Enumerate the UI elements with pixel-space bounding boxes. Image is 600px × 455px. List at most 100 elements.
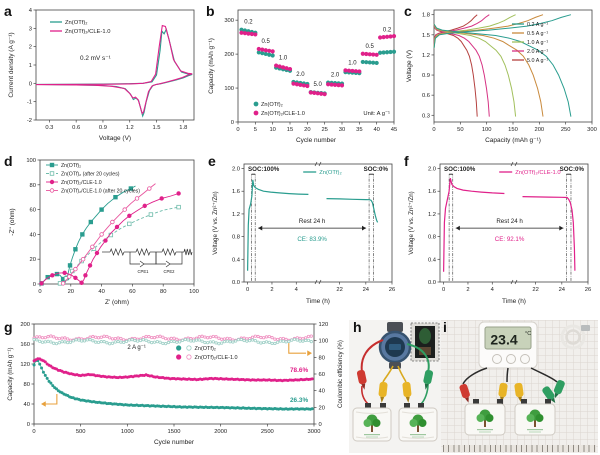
alligator-clip-green bbox=[553, 379, 565, 399]
cell-tab bbox=[380, 403, 386, 409]
watch-demo-photo bbox=[349, 320, 441, 453]
svg-text:0: 0 bbox=[33, 282, 36, 288]
svg-text:Zn(OTf)₂: Zn(OTf)₂ bbox=[261, 102, 283, 108]
svg-text:0.2 A g⁻¹: 0.2 A g⁻¹ bbox=[527, 22, 548, 28]
svg-text:CE: 92.1%: CE: 92.1% bbox=[495, 236, 525, 243]
alligator-clip-yellow bbox=[378, 381, 388, 403]
svg-text:20: 20 bbox=[319, 405, 325, 411]
cell-tab bbox=[473, 399, 479, 405]
svg-text:250: 250 bbox=[561, 127, 571, 133]
svg-text:Z' (ohm): Z' (ohm) bbox=[105, 299, 129, 306]
svg-text:4: 4 bbox=[29, 8, 33, 14]
svg-text:200: 200 bbox=[20, 322, 30, 328]
svg-text:20: 20 bbox=[30, 257, 36, 263]
svg-text:0.2 mV s⁻¹: 0.2 mV s⁻¹ bbox=[80, 55, 111, 62]
svg-text:1.2: 1.2 bbox=[428, 212, 436, 218]
svg-text:Zn(OTf)₂/CLE-1.0: Zn(OTf)₂/CLE-1.0 bbox=[65, 29, 110, 35]
alligator-clip-yellow bbox=[514, 382, 524, 402]
svg-text:100: 100 bbox=[224, 86, 234, 92]
svg-text:0.0: 0.0 bbox=[428, 280, 436, 286]
svg-text:80: 80 bbox=[160, 289, 166, 295]
svg-text:5.0 A g⁻¹: 5.0 A g⁻¹ bbox=[527, 58, 548, 64]
yellow-wire bbox=[382, 365, 394, 383]
panel-g-label: g bbox=[4, 319, 13, 335]
svg-text:Rest 24 h: Rest 24 h bbox=[496, 218, 523, 225]
svg-text:1.6: 1.6 bbox=[428, 189, 436, 195]
yellow-wire bbox=[397, 365, 407, 383]
timer-display: 23.4 bbox=[490, 332, 517, 348]
svg-text:40: 40 bbox=[30, 232, 36, 238]
svg-text:1.2: 1.2 bbox=[422, 53, 430, 59]
panel-d-label: d bbox=[4, 153, 13, 169]
panel-c-chart: 0 50 100 150 200 250 300 0.3 0.6 0.9 1.2 1.5 1.8 Capa… bbox=[406, 9, 597, 144]
svg-text:1.6: 1.6 bbox=[232, 189, 240, 195]
svg-text:Rest 24 h: Rest 24 h bbox=[299, 218, 326, 225]
svg-text:40: 40 bbox=[24, 402, 30, 408]
svg-text:Capacity (mAh g⁻¹): Capacity (mAh g⁻¹) bbox=[485, 137, 541, 144]
panel-i-label: i bbox=[443, 319, 447, 335]
panel-d-chart: 0 20 40 60 80 100 0 20 40 60 80 100 Z' (ohm) -Z'' (oh… bbox=[9, 158, 199, 306]
svg-text:60: 60 bbox=[319, 372, 325, 378]
timer-display-unit: °C bbox=[525, 331, 531, 337]
panel-c: 0 50 100 150 200 250 300 0.3 0.6 0.9 1.2 1.5 1.8 Capa… bbox=[400, 2, 598, 150]
svg-text:0.9: 0.9 bbox=[99, 125, 107, 131]
black-wire bbox=[462, 367, 488, 385]
svg-text:1.0: 1.0 bbox=[348, 60, 357, 66]
mat-ruler bbox=[443, 445, 596, 452]
green-wire bbox=[406, 343, 430, 373]
panel-a: 0.3 0.6 0.9 1.2 1.5 1.8 -2 -1 0 1 2 3 4 Voltage (V) Cu… bbox=[2, 2, 200, 150]
pouch-cell bbox=[464, 403, 506, 436]
svg-text:Zn(OTf)₂/CLE-1.0: Zn(OTf)₂/CLE-1.0 bbox=[261, 111, 305, 117]
cell-tab bbox=[365, 403, 371, 409]
panel-d: 0 20 40 60 80 100 0 20 40 60 80 100 Z' (ohm) -Z'' (oh… bbox=[2, 152, 204, 316]
svg-text:Time (h): Time (h) bbox=[502, 298, 526, 305]
svg-text:Voltage (V): Voltage (V) bbox=[99, 135, 131, 142]
svg-text:100: 100 bbox=[482, 127, 492, 133]
green-wire bbox=[420, 383, 429, 405]
svg-text:Capacity (mAh g⁻¹): Capacity (mAh g⁻¹) bbox=[7, 347, 14, 400]
alligator-clip-green bbox=[423, 369, 434, 390]
svg-text:22: 22 bbox=[336, 287, 342, 293]
panel-g: 0 500 1000 1500 2000 2500 3000 0 40 80 120 160 200 0 2… bbox=[2, 318, 354, 453]
panel-i-photo: 23.4 °C bbox=[441, 320, 598, 453]
svg-text:2.0: 2.0 bbox=[428, 167, 436, 173]
timer-button bbox=[506, 354, 516, 364]
svg-text:2000: 2000 bbox=[214, 429, 227, 435]
voltage-curve bbox=[247, 179, 309, 271]
panel-b: 0 5 10 15 20 25 30 35 40 45 0 100 200 300 Cycle number… bbox=[202, 2, 400, 150]
alligator-clip-yellow bbox=[402, 381, 412, 403]
svg-text:1.5: 1.5 bbox=[422, 33, 430, 39]
cell-tab bbox=[404, 403, 410, 409]
cell-tab bbox=[521, 399, 527, 405]
alligator-clip-red bbox=[459, 383, 470, 403]
panel-e: 0.0 0.4 0.8 1.2 1.6 2.0 0 2 4 22 24 26 Time (h) Volta… bbox=[206, 152, 402, 316]
svg-text:Unit: A g⁻¹: Unit: A g⁻¹ bbox=[363, 111, 390, 117]
svg-text:0.6: 0.6 bbox=[72, 125, 80, 131]
svg-text:22: 22 bbox=[532, 287, 538, 293]
svg-text:CE: 83.9%: CE: 83.9% bbox=[297, 236, 327, 243]
svg-text:0: 0 bbox=[442, 287, 445, 293]
svg-text:-2: -2 bbox=[27, 118, 32, 124]
cell-tab bbox=[418, 403, 424, 409]
svg-text:CPE1: CPE1 bbox=[138, 269, 150, 274]
svg-text:0: 0 bbox=[29, 81, 32, 87]
svg-text:40: 40 bbox=[373, 127, 379, 133]
tree-logo bbox=[476, 409, 494, 433]
svg-text:60: 60 bbox=[30, 208, 36, 214]
svg-text:2.0: 2.0 bbox=[296, 72, 305, 78]
svg-text:-1: -1 bbox=[27, 100, 32, 106]
svg-text:1.0 A g⁻¹: 1.0 A g⁻¹ bbox=[527, 40, 548, 46]
svg-text:1.2: 1.2 bbox=[232, 212, 240, 218]
svg-text:15: 15 bbox=[287, 127, 293, 133]
svg-text:40: 40 bbox=[319, 389, 325, 395]
svg-text:Time (h): Time (h) bbox=[306, 298, 330, 305]
timer-button bbox=[520, 354, 530, 364]
svg-text:Zn(OTf)₂: Zn(OTf)₂ bbox=[61, 163, 81, 169]
svg-text:1.8: 1.8 bbox=[179, 125, 187, 131]
panel-a-chart: 0.3 0.6 0.9 1.2 1.5 1.8 -2 -1 0 1 2 3 4 Voltage (V) Cu… bbox=[8, 8, 195, 142]
svg-text:0: 0 bbox=[319, 422, 322, 428]
svg-text:Zn(OTf)₂/CLE-1.0: Zn(OTf)₂/CLE-1.0 bbox=[61, 180, 102, 186]
svg-text:0: 0 bbox=[38, 289, 41, 295]
svg-text:20: 20 bbox=[68, 289, 74, 295]
